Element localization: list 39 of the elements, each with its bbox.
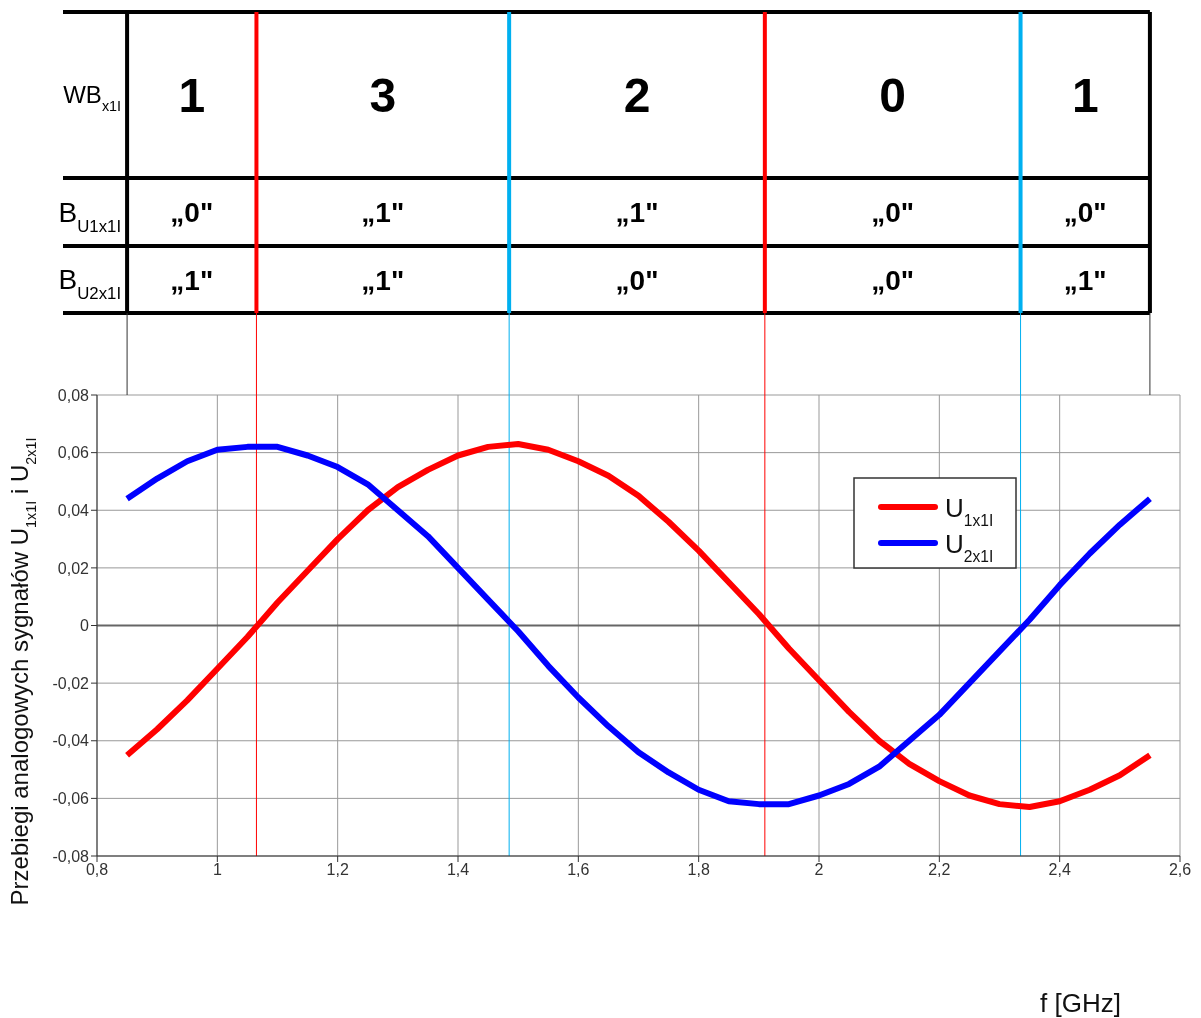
x-tick-label: 1,4 (446, 861, 470, 879)
text: 2 (623, 69, 651, 123)
x-tick-label: 1,2 (326, 861, 349, 879)
text: „1" (361, 197, 405, 229)
y-tick-label: -0,02 (52, 674, 90, 692)
text: „0" (170, 197, 214, 229)
x-tick-label: 2,2 (928, 861, 951, 879)
text: „1" (361, 264, 405, 296)
y-tick-label: -0,04 (52, 732, 90, 750)
text: WB$_{x1I}$ (63, 81, 122, 115)
text: „0" (871, 197, 915, 229)
x-tick-label: 0,8 (85, 861, 109, 879)
text: B$_{U1x1I}$ (58, 196, 122, 236)
x-tick-label: 2,4 (1048, 861, 1071, 879)
text: 1 (178, 69, 206, 123)
text: „1" (170, 264, 214, 296)
x-tick-label: 1,6 (567, 861, 590, 879)
text: 1 (1071, 69, 1099, 123)
legend-label: U$_{2x1I}$ (945, 529, 994, 565)
text: „1" (1063, 264, 1107, 296)
y-tick-label: 0,02 (57, 559, 90, 577)
y-tick-label: 0 (80, 617, 90, 635)
text: 3 (369, 69, 397, 123)
text: „0" (1063, 197, 1107, 229)
text: „0" (615, 264, 659, 296)
text: „0" (871, 264, 915, 296)
y-tick-label: 0,08 (57, 386, 90, 404)
x-tick-label: 1,8 (687, 861, 710, 879)
x-tick-label: 1 (212, 861, 222, 879)
y-tick-label: -0,06 (52, 790, 90, 808)
x-tick-label: 2,6 (1168, 861, 1192, 879)
x-axis-title: f [GHz] (1040, 988, 1121, 1018)
y-tick-label: 0,06 (57, 444, 90, 462)
y-tick-label: 0,04 (57, 501, 90, 519)
text: „1" (615, 197, 659, 229)
legend-label: U$_{1x1I}$ (945, 493, 994, 529)
text: 0 (879, 69, 907, 123)
x-tick-label: 2 (814, 861, 824, 879)
text: B$_{U2x1I}$ (58, 264, 122, 303)
